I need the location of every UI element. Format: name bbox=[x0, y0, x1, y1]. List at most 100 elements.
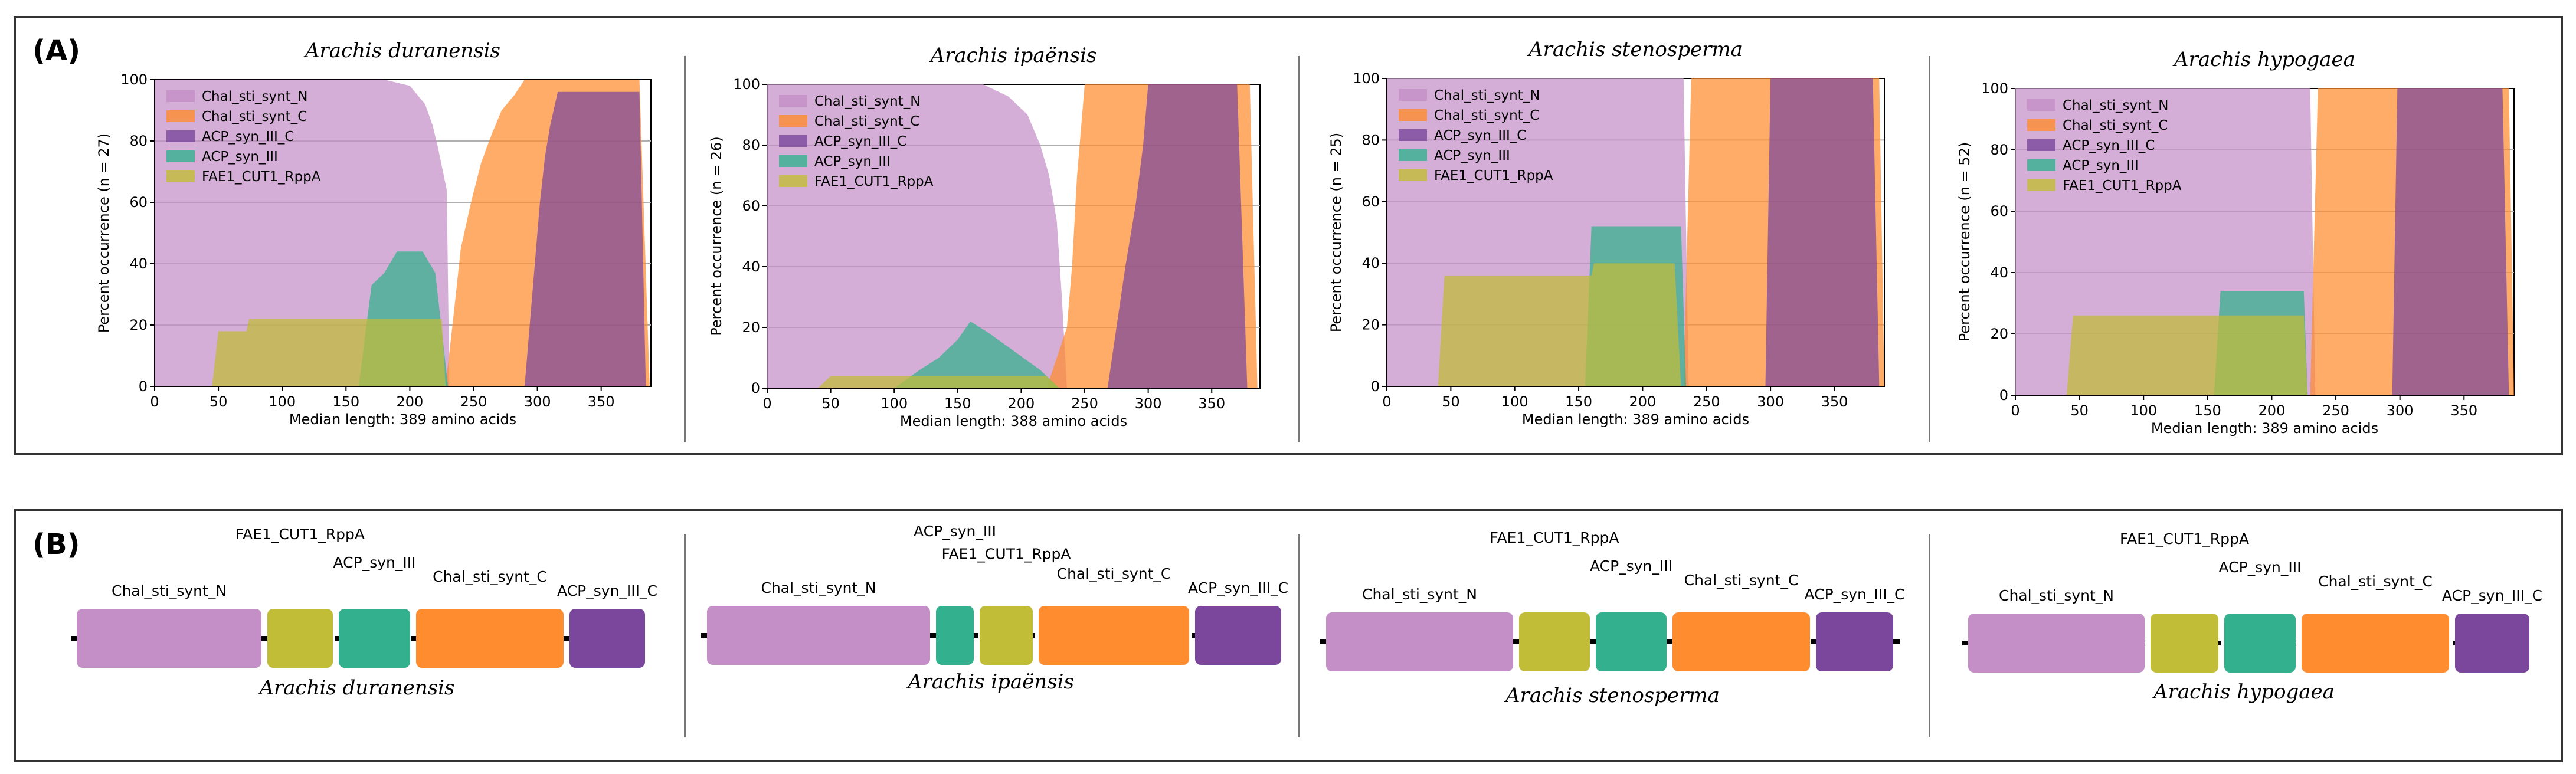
domain-fae1-cut1-rppa bbox=[267, 609, 333, 668]
x-axis-label: Median length: 388 amino acids bbox=[900, 413, 1127, 429]
legend-swatch-acp-syn-iii-c bbox=[779, 135, 807, 147]
domain-chal-sti-synt-c bbox=[416, 609, 564, 668]
legend-label-chal-sti-synt-n: Chal_sti_synt_N bbox=[814, 94, 920, 109]
y-axis-label: Percent occurrence (n = 27) bbox=[96, 133, 112, 333]
panel-a-divider-3 bbox=[1929, 56, 1930, 442]
legend-swatch-fae1-cut1-rppa bbox=[779, 175, 807, 187]
x-tick-label: 300 bbox=[1135, 395, 1162, 412]
domain-chal-sti-synt-n bbox=[1968, 614, 2145, 673]
domain-acp-syn-iii bbox=[339, 609, 410, 668]
legend-swatch-chal-sti-synt-c bbox=[779, 115, 807, 127]
y-tick-label: 60 bbox=[1361, 194, 1380, 210]
x-tick-label: 300 bbox=[1757, 393, 1784, 410]
legend-label-acp-syn-iii: ACP_syn_III bbox=[202, 149, 278, 165]
x-tick-label: 250 bbox=[1071, 395, 1098, 412]
y-tick-label: 100 bbox=[1353, 70, 1380, 87]
series-fae1-cut1-rppa bbox=[818, 376, 1059, 388]
legend-swatch-chal-sti-synt-c bbox=[2027, 119, 2055, 131]
x-tick-label: 350 bbox=[1198, 395, 1225, 412]
legend-label-fae1-cut1-rppa: FAE1_CUT1_RppA bbox=[2063, 178, 2182, 194]
y-tick-label: 60 bbox=[129, 194, 148, 211]
series-fae1-cut1-rppa bbox=[2066, 315, 2308, 395]
x-tick-label: 150 bbox=[332, 393, 359, 410]
series-acp-syn-iii-c bbox=[1107, 84, 1248, 388]
series-fae1-cut1-rppa bbox=[212, 319, 446, 386]
legend-label-chal-sti-synt-n: Chal_sti_synt_N bbox=[2063, 98, 2168, 113]
domain-label-fae1-cut1-rppa: FAE1_CUT1_RppA bbox=[235, 526, 365, 543]
x-tick-label: 350 bbox=[588, 393, 615, 410]
y-axis-label: Percent occurrence (n = 26) bbox=[708, 136, 725, 336]
x-tick-label: 300 bbox=[2387, 402, 2414, 419]
domain-acp-syn-iii-c bbox=[1195, 606, 1281, 665]
domain-label-fae1-cut1-rppa: FAE1_CUT1_RppA bbox=[2120, 530, 2249, 547]
y-axis-label: Percent occurrence (n = 25) bbox=[1328, 133, 1344, 332]
x-tick-label: 250 bbox=[2322, 402, 2349, 419]
domain-label-acp-syn-iii: ACP_syn_III bbox=[914, 523, 996, 540]
chart-title: Arachis hypogaea bbox=[2172, 48, 2355, 71]
y-tick-label: 80 bbox=[742, 137, 760, 153]
legend-label-acp-syn-iii: ACP_syn_III bbox=[814, 154, 891, 169]
legend: Chal_sti_synt_N Chal_sti_synt_C ACP_syn_II… bbox=[779, 94, 934, 189]
x-tick-label: 200 bbox=[1629, 393, 1657, 410]
legend-swatch-chal-sti-synt-n bbox=[779, 95, 807, 107]
legend-label-chal-sti-synt-n: Chal_sti_synt_N bbox=[1434, 88, 1540, 103]
x-tick-label: 150 bbox=[1565, 393, 1592, 410]
y-tick-label: 40 bbox=[742, 258, 760, 275]
species-name: Arachis ipaënsis bbox=[906, 670, 1074, 694]
domain-diagrams: Chal_sti_synt_N FAE1_CUT1_RppA ACP_syn_III… bbox=[71, 523, 2542, 707]
y-tick-label: 60 bbox=[1990, 203, 2008, 219]
panel-a-divider-1 bbox=[684, 56, 686, 442]
chart-title: Arachis stenosperma bbox=[1527, 38, 1743, 61]
chart-2: Arachis stenosperma 0 20 40 60 80 100 0 50 100 150… bbox=[1328, 38, 1885, 428]
y-tick-label: 20 bbox=[1361, 317, 1380, 333]
chart-area: Arachis duranensis 0 20 40 60 80 100 0 50 100 150 2… bbox=[96, 38, 2515, 437]
y-tick-label: 100 bbox=[120, 71, 148, 88]
diagram-0: Chal_sti_synt_N FAE1_CUT1_RppA ACP_syn_III… bbox=[71, 526, 657, 700]
legend-label-acp-syn-iii-c: ACP_syn_III_C bbox=[2063, 138, 2155, 153]
domain-chal-sti-synt-c bbox=[1039, 606, 1189, 665]
legend-swatch-fae1-cut1-rppa bbox=[1399, 169, 1427, 181]
series-acp-syn-iii-c bbox=[524, 91, 646, 387]
domain-label-chal-sti-synt-n: Chal_sti_synt_N bbox=[761, 579, 876, 596]
y-tick-label: 80 bbox=[1361, 132, 1380, 148]
legend-label-fae1-cut1-rppa: FAE1_CUT1_RppA bbox=[202, 169, 321, 185]
domain-label-chal-sti-synt-n: Chal_sti_synt_N bbox=[1999, 587, 2114, 604]
legend-swatch-acp-syn-iii-c bbox=[2027, 139, 2055, 151]
y-tick-label: 0 bbox=[751, 380, 760, 396]
x-tick-label: 0 bbox=[2011, 402, 2019, 419]
series-acp-syn-iii-c bbox=[2392, 88, 2509, 395]
y-tick-label: 40 bbox=[1990, 264, 2008, 281]
domain-acp-syn-iii-c bbox=[2455, 614, 2529, 673]
x-axis-label: Median length: 389 amino acids bbox=[289, 411, 516, 428]
x-tick-label: 100 bbox=[881, 395, 908, 412]
domain-chal-sti-synt-n bbox=[1326, 612, 1513, 671]
domain-acp-syn-iii-c bbox=[1816, 612, 1893, 671]
domain-chal-sti-synt-n bbox=[77, 609, 261, 668]
domain-label-chal-sti-synt-c: Chal_sti_synt_C bbox=[2318, 573, 2433, 590]
y-axis-label: Percent occurrence (n = 52) bbox=[1956, 142, 1973, 342]
legend-label-chal-sti-synt-n: Chal_sti_synt_N bbox=[202, 89, 307, 104]
domain-label-fae1-cut1-rppa: FAE1_CUT1_RppA bbox=[941, 545, 1071, 562]
legend-label-fae1-cut1-rppa: FAE1_CUT1_RppA bbox=[1434, 168, 1553, 183]
diagram-1: Chal_sti_synt_N ACP_syn_III FAE1_CUT1_RppA… bbox=[701, 523, 1288, 694]
x-tick-label: 100 bbox=[2130, 402, 2157, 419]
x-tick-label: 50 bbox=[2070, 402, 2089, 419]
chart-0: Arachis duranensis 0 20 40 60 80 100 0 50 100 150 2… bbox=[96, 39, 652, 428]
x-tick-label: 150 bbox=[2194, 402, 2221, 419]
legend-swatch-chal-sti-synt-c bbox=[1399, 109, 1427, 121]
panel-b-divider-3 bbox=[1929, 534, 1930, 737]
domain-label-acp-syn-iii: ACP_syn_III bbox=[1590, 557, 1672, 575]
panel-a-divider-2 bbox=[1298, 56, 1300, 442]
domain-acp-syn-iii bbox=[2224, 614, 2296, 673]
chart-title: Arachis ipaënsis bbox=[929, 44, 1097, 67]
domain-label-fae1-cut1-rppa: FAE1_CUT1_RppA bbox=[1490, 529, 1619, 546]
legend-label-fae1-cut1-rppa: FAE1_CUT1_RppA bbox=[814, 174, 934, 189]
domain-label-acp-syn-iii: ACP_syn_III bbox=[333, 554, 416, 571]
legend-label-acp-syn-iii: ACP_syn_III bbox=[2063, 158, 2139, 173]
x-tick-label: 200 bbox=[396, 393, 423, 410]
legend-swatch-chal-sti-synt-n bbox=[2027, 99, 2055, 111]
y-tick-label: 20 bbox=[742, 319, 760, 336]
legend: Chal_sti_synt_N Chal_sti_synt_C ACP_syn_II… bbox=[166, 89, 321, 185]
x-tick-label: 350 bbox=[2450, 402, 2477, 419]
domain-label-chal-sti-synt-c: Chal_sti_synt_C bbox=[433, 568, 547, 585]
